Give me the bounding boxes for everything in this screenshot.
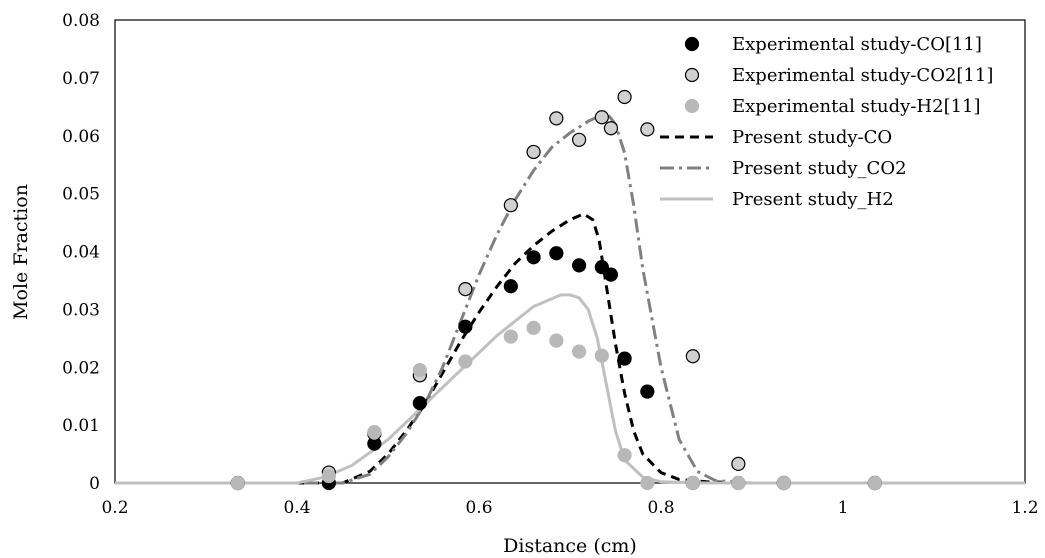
series-lines: [115, 110, 1025, 485]
data-point: [230, 475, 245, 491]
x-tick-label: 1.2: [1011, 498, 1038, 518]
plot-frame: [114, 19, 1026, 484]
data-point: [458, 282, 473, 297]
legend-label: Experimental study-CO2[11]: [732, 65, 993, 86]
legend-label: Present study_CO2: [732, 158, 907, 179]
x-tick-labels: 0.2 0.4 0.6 0.8 1 1.2: [101, 498, 1038, 518]
data-point: [571, 258, 587, 273]
data-point: [617, 89, 632, 105]
y-tick-label: 0.01: [62, 416, 100, 436]
data-point: [458, 354, 473, 369]
data-point: [412, 396, 427, 411]
data-point: [321, 468, 336, 484]
data-point: [594, 348, 609, 363]
data-point: [685, 349, 700, 364]
data-point: [503, 198, 518, 213]
data-point: [640, 475, 655, 491]
series-markers: [230, 89, 882, 491]
legend-swatch: [684, 98, 700, 114]
y-tick-label: 0.06: [62, 127, 100, 147]
legend-label: Experimental study-CO[11]: [732, 34, 982, 55]
data-point: [526, 250, 541, 265]
data-point: [503, 279, 518, 294]
data-point: [549, 333, 564, 348]
y-tick-label: 0: [89, 474, 100, 494]
y-tick-label: 0.02: [62, 358, 100, 378]
legend-label: Present study_H2: [732, 189, 894, 210]
data-point: [685, 475, 700, 491]
x-tick-label: 0.2: [101, 498, 128, 518]
legend-swatch: [684, 36, 700, 52]
data-point: [731, 456, 746, 472]
x-axis-title: Distance (cm): [503, 535, 637, 557]
data-point: [594, 110, 609, 125]
legend-swatch: [684, 67, 700, 83]
data-point: [412, 363, 427, 378]
legend-label: Experimental study-H2[11]: [732, 96, 981, 117]
data-point: [594, 260, 609, 275]
y-tick-label: 0.08: [62, 11, 100, 31]
x-tick-label: 0.6: [465, 498, 492, 518]
data-point: [503, 329, 518, 344]
y-tick-label: 0.03: [62, 300, 100, 320]
data-point: [603, 267, 619, 282]
data-point: [776, 475, 791, 491]
data-point: [571, 344, 587, 359]
x-tick-label: 1: [838, 498, 849, 518]
data-point: [526, 320, 541, 335]
data-point: [640, 384, 655, 399]
x-tick-label: 0.4: [283, 498, 310, 518]
y-tick-label: 0.04: [62, 243, 100, 263]
data-point: [617, 351, 632, 366]
series-line: [115, 110, 1025, 485]
series-line: [115, 212, 1025, 485]
y-axis-title: Mole Fraction: [10, 184, 32, 320]
data-point: [640, 122, 655, 137]
data-point: [549, 111, 564, 126]
data-point: [617, 448, 632, 463]
x-tick-label: 0.8: [647, 498, 674, 518]
data-point: [571, 132, 587, 147]
data-point: [458, 319, 473, 334]
data-point: [867, 475, 882, 491]
legend: Experimental study-CO[11] Experimental st…: [660, 34, 993, 210]
y-tick-labels: 0 0.01 0.02 0.03 0.04 0.05 0.06 0.07 0.08: [62, 11, 100, 494]
series-line: [115, 293, 1025, 485]
y-tick-label: 0.07: [62, 69, 100, 89]
data-point: [731, 475, 746, 491]
legend-label: Present study-CO: [732, 127, 892, 148]
data-point: [549, 246, 564, 261]
data-point: [526, 144, 541, 160]
y-tick-label: 0.05: [62, 185, 100, 205]
data-point: [367, 424, 382, 440]
data-point: [603, 121, 619, 136]
